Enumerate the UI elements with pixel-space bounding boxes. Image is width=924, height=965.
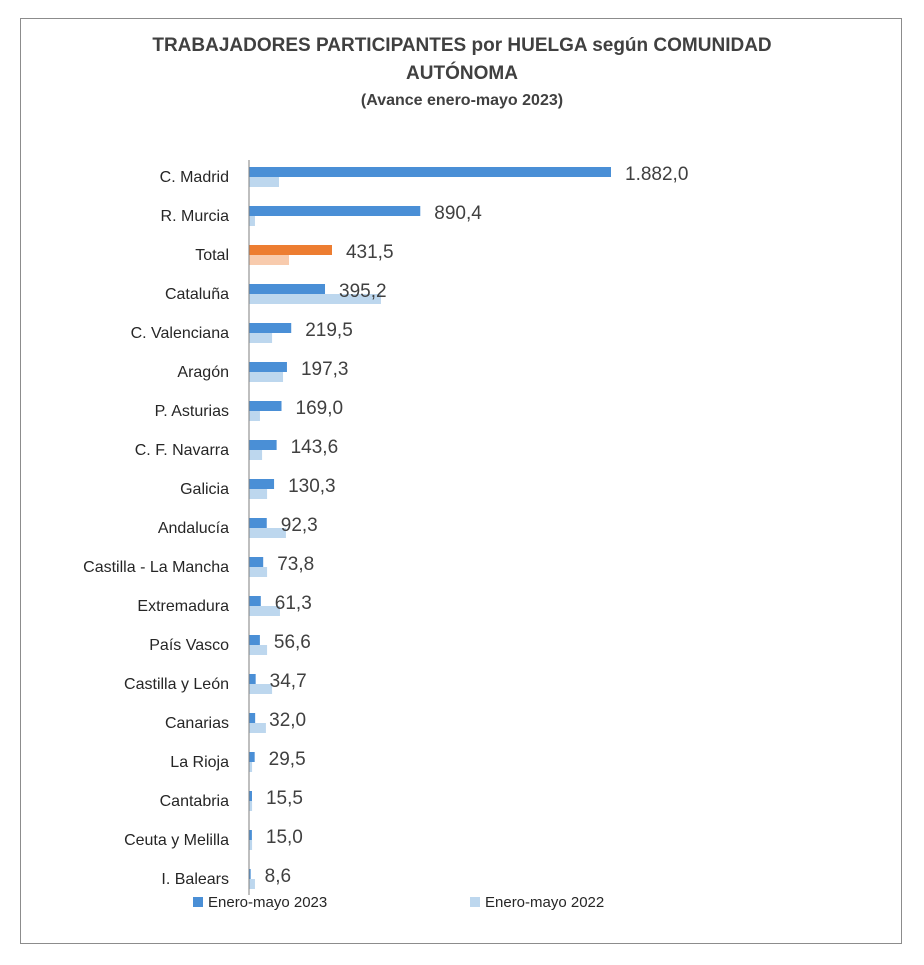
legend-swatch <box>470 897 480 907</box>
chart-title: TRABAJADORES PARTICIPANTES por HUELGA se… <box>152 35 772 84</box>
value-label: 29,5 <box>269 749 306 770</box>
bar <box>249 206 421 216</box>
bar <box>249 440 277 450</box>
bar <box>249 752 255 762</box>
value-label: 15,0 <box>266 827 303 848</box>
y-tick-label: C. Madrid <box>160 169 229 186</box>
value-label: 130,3 <box>288 476 336 497</box>
bar <box>249 362 287 372</box>
bar <box>249 284 326 294</box>
y-tick-label: Total <box>195 247 229 264</box>
y-tick-label: Ceuta y Melilla <box>124 832 229 849</box>
value-label: 395,2 <box>339 281 387 302</box>
y-tick-label: I. Balears <box>161 871 229 888</box>
bar <box>249 684 273 694</box>
y-tick-label: Cataluña <box>165 286 229 303</box>
bar <box>249 518 267 528</box>
bar <box>249 869 251 879</box>
bar <box>249 713 256 723</box>
bar <box>249 450 263 460</box>
y-tick-label: Extremadura <box>137 598 229 615</box>
value-label: 32,0 <box>269 710 306 731</box>
y-tick-label: C. Valenciana <box>131 325 230 342</box>
bar <box>249 791 252 801</box>
legend-label: Enero-mayo 2023 <box>208 894 327 911</box>
bar <box>249 606 280 616</box>
value-label: 56,6 <box>274 632 311 653</box>
value-label: 15,5 <box>266 788 303 809</box>
bar <box>249 801 253 811</box>
bar <box>249 294 381 304</box>
y-tick-label: País Vasco <box>149 637 229 654</box>
y-tick-label: La Rioja <box>170 754 229 771</box>
value-label: 73,8 <box>277 554 314 575</box>
bar <box>249 489 268 499</box>
bar <box>249 333 273 343</box>
y-tick-label: P. Asturias <box>155 403 229 420</box>
value-label: 143,6 <box>291 437 339 458</box>
y-tick-label: Aragón <box>177 364 229 381</box>
legend-label: Enero-mayo 2022 <box>485 894 604 911</box>
value-label: 197,3 <box>301 359 349 380</box>
y-tick-label: Canarias <box>165 715 229 732</box>
y-tick-label: Andalucía <box>158 520 229 537</box>
bar <box>249 372 284 382</box>
bar <box>249 255 290 265</box>
bar <box>249 216 255 226</box>
value-label: 92,3 <box>281 515 318 536</box>
bar <box>249 635 260 645</box>
y-tick-label: C. F. Navarra <box>135 442 229 459</box>
y-tick-label: Cantabria <box>160 793 229 810</box>
bar <box>249 840 253 850</box>
y-tick-label: Galicia <box>180 481 229 498</box>
value-label: 219,5 <box>305 320 353 341</box>
y-tick-label: Castilla - La Mancha <box>83 559 229 576</box>
bar <box>249 245 332 255</box>
legend-swatch <box>193 897 203 907</box>
y-tick-label: Castilla y León <box>124 676 229 693</box>
bar <box>249 557 264 567</box>
chart-frame <box>20 18 902 944</box>
bar <box>249 567 268 577</box>
bar <box>249 674 256 684</box>
y-tick-label: R. Murcia <box>161 208 230 225</box>
bar <box>249 645 268 655</box>
value-label: 1.882,0 <box>625 164 688 185</box>
value-label: 8,6 <box>265 866 291 887</box>
bar <box>249 167 611 177</box>
bar <box>249 879 255 889</box>
bar <box>249 323 292 333</box>
bar <box>249 762 253 772</box>
bar <box>249 830 252 840</box>
bar <box>249 411 260 421</box>
bar <box>249 479 275 489</box>
value-label: 61,3 <box>275 593 312 614</box>
value-label: 34,7 <box>270 671 307 692</box>
value-label: 890,4 <box>434 203 482 224</box>
chart-subtitle: (Avance enero-mayo 2023) <box>360 92 564 109</box>
value-label: 169,0 <box>296 398 344 419</box>
bar <box>249 401 282 411</box>
value-label: 431,5 <box>346 242 394 263</box>
bar <box>249 528 286 538</box>
bar <box>249 177 280 187</box>
bar <box>249 723 266 733</box>
bar <box>249 596 261 606</box>
